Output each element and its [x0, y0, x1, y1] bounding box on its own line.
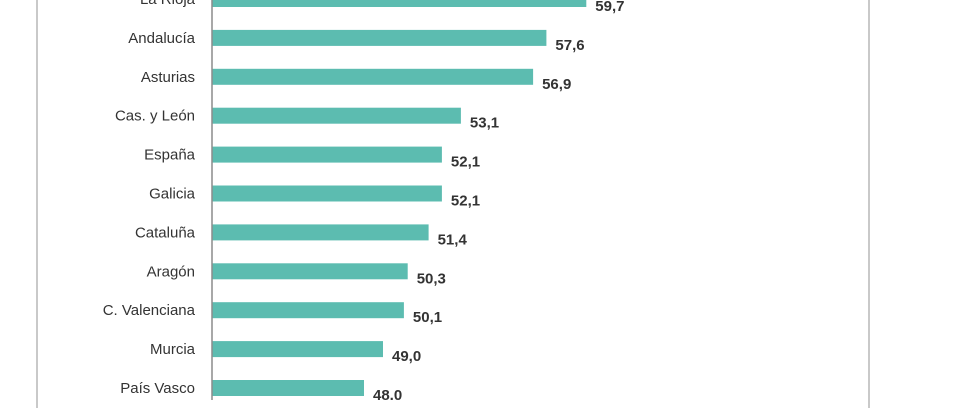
category-label: Aragón — [147, 263, 195, 280]
value-label: 52,1 — [451, 193, 480, 210]
value-label: 50,3 — [417, 270, 446, 287]
category-label: C. Valenciana — [103, 302, 196, 319]
value-label: 57,6 — [555, 37, 584, 54]
bar — [212, 224, 429, 241]
category-label: Andalucía — [128, 30, 195, 47]
value-label: 52,1 — [451, 154, 480, 171]
bar — [212, 146, 442, 163]
value-label: 49,0 — [392, 348, 421, 365]
bar — [212, 302, 404, 319]
bar — [212, 107, 461, 124]
value-label: 50,1 — [413, 309, 442, 326]
bar — [212, 0, 587, 7]
category-label: Murcia — [150, 341, 196, 358]
category-labels-group: La Rioja Andalucía Asturias Cas. y León Espa… — [103, 0, 196, 397]
chart-frame — [36, 0, 870, 408]
value-label: 53,1 — [470, 115, 499, 132]
category-label: Asturias — [141, 69, 195, 86]
value-label: 51,4 — [438, 231, 468, 248]
category-label: La Rioja — [140, 0, 196, 8]
category-label: Cataluña — [135, 224, 196, 241]
category-label: Cas. y León — [115, 108, 195, 125]
bar — [212, 380, 364, 396]
value-label: 59,7 — [595, 0, 624, 15]
value-label: 56,9 — [542, 76, 571, 93]
bar — [212, 68, 534, 85]
value-labels-group: 59,7 57,6 56,9 53,1 52,1 52,1 51,4 50,3 50,1 49,0… — [373, 0, 625, 400]
bar — [212, 263, 408, 280]
category-label: Galicia — [149, 186, 196, 203]
bar — [212, 341, 383, 358]
bar — [212, 185, 442, 202]
value-label: 48,0 — [373, 387, 402, 400]
category-label: España — [144, 147, 196, 164]
category-label: País Vasco — [120, 380, 195, 397]
bars-group — [212, 0, 587, 396]
bar — [212, 29, 547, 46]
